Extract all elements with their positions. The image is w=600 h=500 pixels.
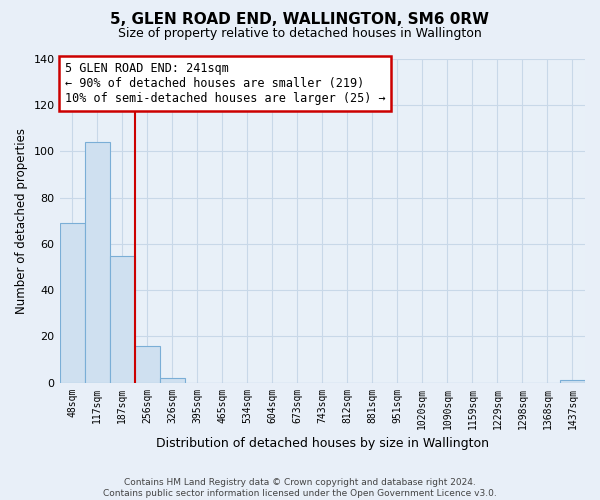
Bar [85,142,110,382]
Bar [110,256,134,382]
Y-axis label: Number of detached properties: Number of detached properties [15,128,28,314]
Text: 5, GLEN ROAD END, WALLINGTON, SM6 0RW: 5, GLEN ROAD END, WALLINGTON, SM6 0RW [110,12,490,28]
Text: Size of property relative to detached houses in Wallington: Size of property relative to detached ho… [118,28,482,40]
Bar [134,346,160,383]
X-axis label: Distribution of detached houses by size in Wallington: Distribution of detached houses by size … [156,437,489,450]
Bar [560,380,585,382]
Text: Contains HM Land Registry data © Crown copyright and database right 2024.
Contai: Contains HM Land Registry data © Crown c… [103,478,497,498]
Bar [59,223,85,382]
Bar [160,378,185,382]
Text: 5 GLEN ROAD END: 241sqm
← 90% of detached houses are smaller (219)
10% of semi-d: 5 GLEN ROAD END: 241sqm ← 90% of detache… [65,62,385,105]
